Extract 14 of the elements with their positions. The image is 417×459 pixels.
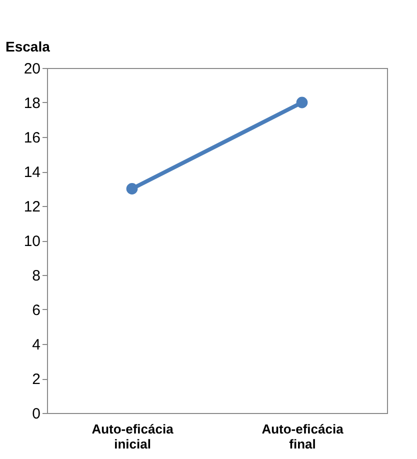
y-tick-label: 6 — [32, 302, 40, 319]
y-tick-label: 10 — [24, 233, 40, 250]
y-tick-label: 2 — [32, 371, 40, 388]
y-tick-label: 12 — [24, 198, 40, 216]
y-tick-label: 0 — [32, 406, 40, 422]
x-tick-label: Auto-eficácia inicial — [92, 422, 174, 452]
y-tick-label: 20 — [24, 60, 40, 78]
y-tick-label: 4 — [32, 336, 40, 354]
x-tick-label: Auto-eficácia final — [262, 422, 344, 452]
y-tick-label: 16 — [24, 130, 40, 146]
y-axis-title: Escala — [6, 38, 50, 54]
y-tick-label: 18 — [24, 95, 40, 112]
y-tick-label: 14 — [24, 164, 40, 181]
y-tick-label: 8 — [32, 268, 40, 284]
